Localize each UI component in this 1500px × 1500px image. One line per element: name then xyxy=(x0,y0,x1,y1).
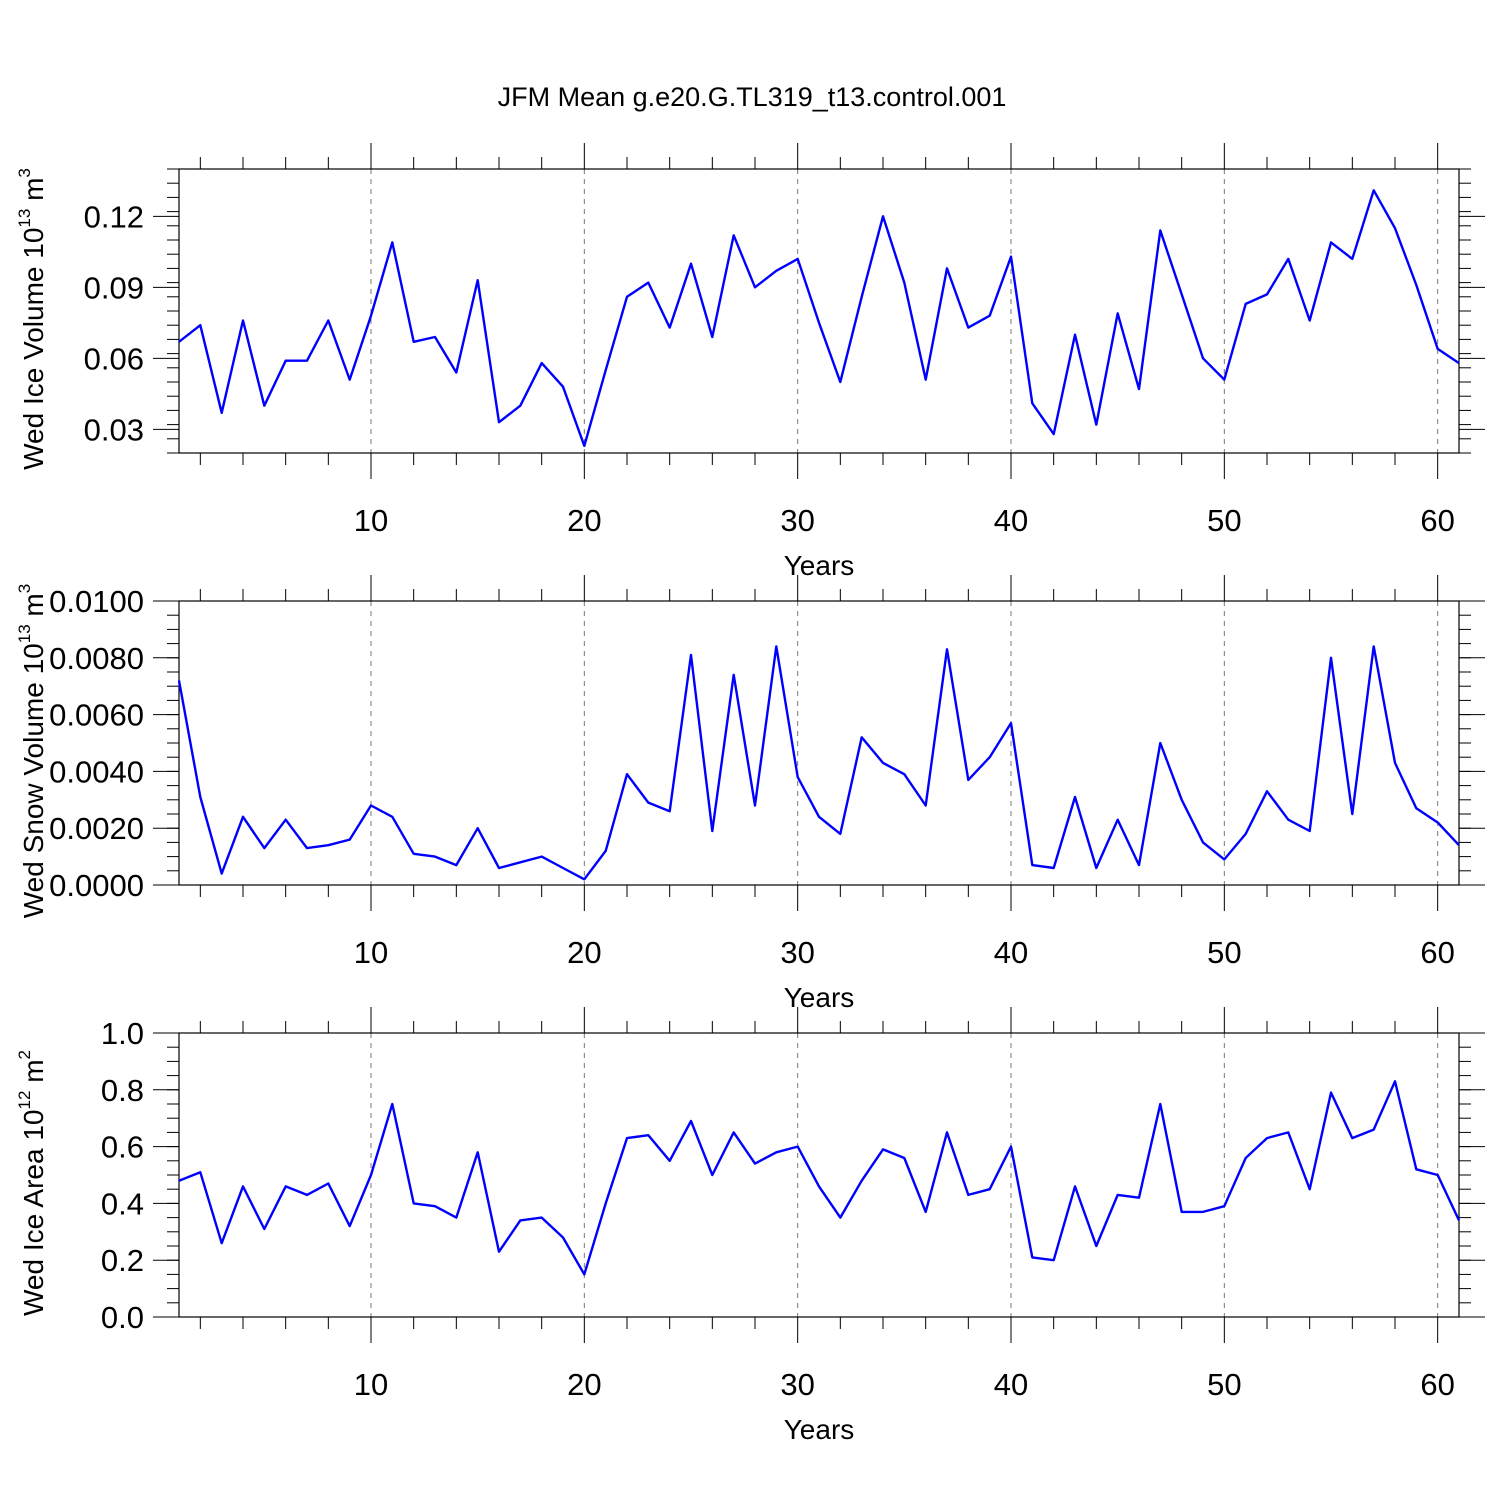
series-line xyxy=(178,1080,1461,1276)
x-axis-title: Years xyxy=(784,550,855,581)
y-tick-label: 1.0 xyxy=(101,1016,144,1051)
y-tick-label: 0.8 xyxy=(101,1073,144,1108)
x-tick-label: 40 xyxy=(994,1367,1028,1402)
x-tick-label: 40 xyxy=(994,503,1028,538)
chart-title: JFM Mean g.e20.G.TL319_t13.control.001 xyxy=(498,82,1007,112)
y-tick-label: 0.0080 xyxy=(49,641,144,676)
x-tick-label: 40 xyxy=(994,935,1028,970)
x-tick-label: 20 xyxy=(567,1367,601,1402)
x-tick-label: 20 xyxy=(567,935,601,970)
x-tick-label: 50 xyxy=(1207,1367,1241,1402)
y-tick-label: 0.0060 xyxy=(49,698,144,733)
x-tick-label: 10 xyxy=(354,503,388,538)
series-line xyxy=(177,645,1460,881)
chart-panel-1: 10 20 30 40 50 60 0.03 0.06 0.09 0.12 Years Wed Ice… xyxy=(15,143,1485,581)
series-line xyxy=(178,189,1460,448)
y-tick-label: 0.6 xyxy=(101,1130,144,1165)
x-tick-label: 50 xyxy=(1207,503,1241,538)
y-tick-label: 0.4 xyxy=(101,1186,144,1221)
y-axis-title: Wed Snow Volume 1013 m3 xyxy=(15,584,49,918)
y-tick-label: 0.0 xyxy=(101,1300,144,1335)
x-tick-label: 60 xyxy=(1420,935,1454,970)
x-tick-label: 20 xyxy=(567,503,601,538)
y-axis-title: Wed Ice Volume 1013 m3 xyxy=(15,168,49,470)
y-tick-label: 0.06 xyxy=(84,341,144,376)
y-tick-label: 0.03 xyxy=(84,412,144,447)
y-tick-label: 0.0100 xyxy=(49,584,144,619)
x-tick-label: 50 xyxy=(1207,935,1241,970)
y-axis-title: Wed Ice Area 1012 m2 xyxy=(15,1050,49,1316)
y-tick-label: 0.0020 xyxy=(49,811,144,846)
y-tick-label: 0.2 xyxy=(101,1243,144,1278)
chart-panel-3: 10 20 30 40 50 60 0.0 0.2 0.4 0.6 0.8 1.0 Years Wed I… xyxy=(15,1007,1485,1445)
x-tick-label: 10 xyxy=(354,1367,388,1402)
chart-panel-2: 10 20 30 40 50 60 0.0000 0.0020 0.0040 0.0060 0.00… xyxy=(15,575,1485,1013)
x-tick-label: 60 xyxy=(1420,1367,1454,1402)
x-tick-label: 30 xyxy=(780,1367,814,1402)
x-tick-label: 30 xyxy=(780,935,814,970)
x-axis-title: Years xyxy=(784,1414,855,1445)
x-axis-title: Years xyxy=(784,982,855,1013)
y-tick-label: 0.09 xyxy=(84,270,144,305)
x-tick-label: 60 xyxy=(1420,503,1454,538)
y-tick-label: 0.0000 xyxy=(49,868,144,903)
x-tick-label: 10 xyxy=(354,935,388,970)
y-tick-label: 0.12 xyxy=(84,199,144,234)
y-tick-label: 0.0040 xyxy=(49,754,144,789)
x-tick-label: 30 xyxy=(780,503,814,538)
